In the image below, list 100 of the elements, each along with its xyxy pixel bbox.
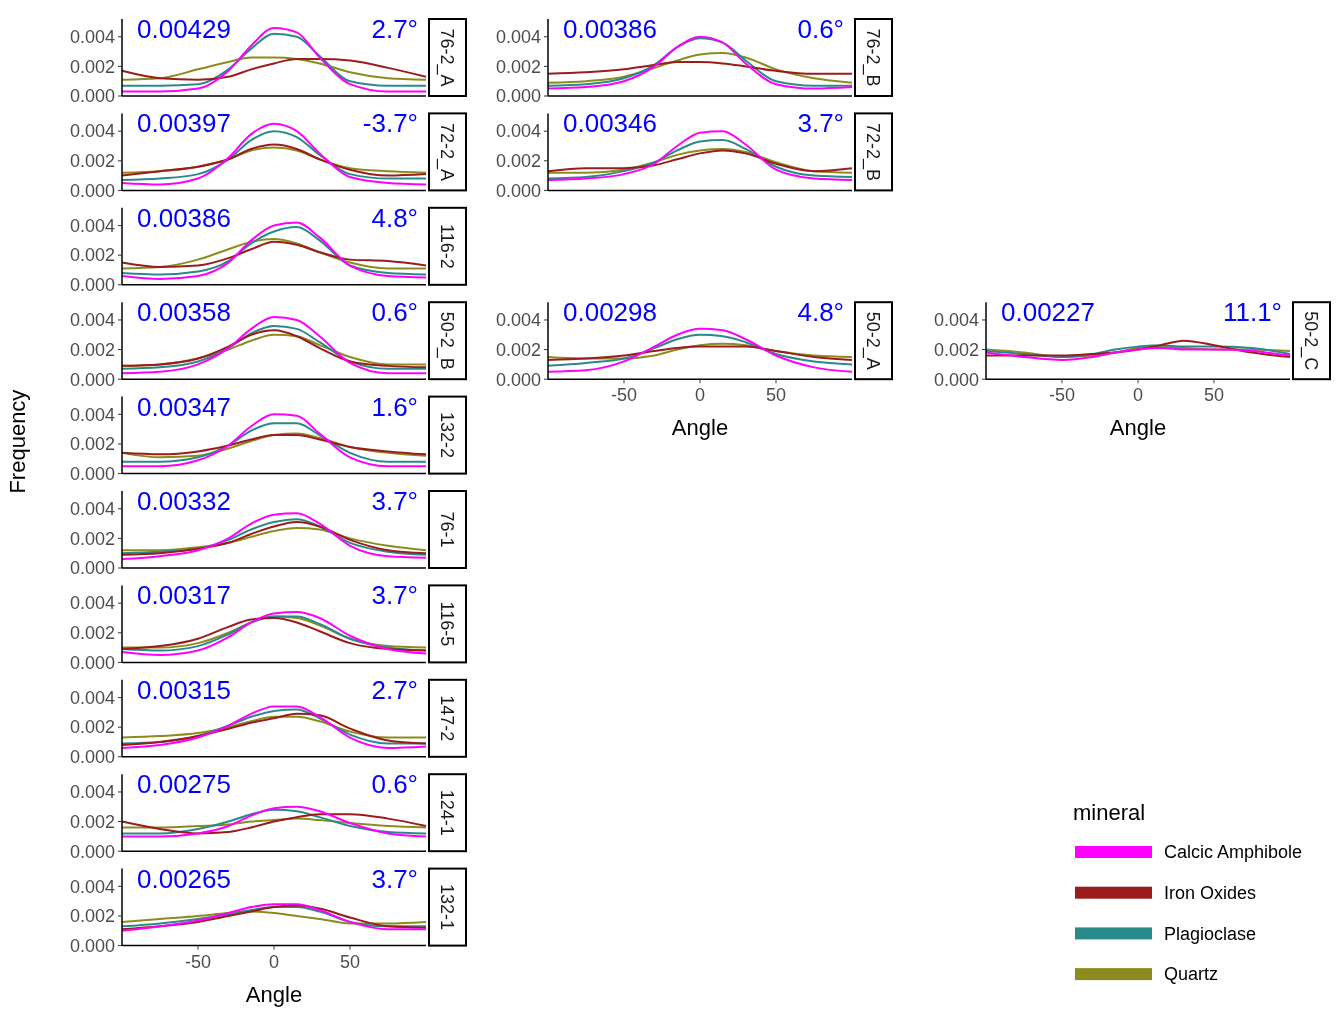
x-tick-label: 50 [765, 385, 787, 406]
line-series [121, 527, 427, 552]
line-series [547, 327, 853, 373]
legend-label: Iron Oxides [1164, 883, 1257, 903]
y-tick-label: 0.002 [69, 434, 115, 455]
annotation: 0.00397 [137, 108, 231, 139]
line-series [121, 715, 427, 739]
annotation: 11.1° [1222, 297, 1282, 328]
y-tick-label: 0.004 [495, 310, 541, 331]
annotation: 0.00386 [563, 14, 657, 44]
annotation: 0.00298 [563, 297, 657, 328]
y-tick-label: 0.000 [933, 369, 979, 390]
annotation: 0.00332 [137, 486, 231, 516]
line-series [121, 817, 427, 829]
x-axis-title: Angle [245, 981, 303, 1007]
y-tick-label: 0.004 [69, 782, 115, 803]
y-tick-label: 0.002 [69, 906, 115, 927]
x-tick-label: -50 [184, 951, 212, 972]
line-series [121, 813, 427, 835]
text: 132-2 [437, 412, 458, 459]
y-tick-label: 0.000 [495, 180, 541, 201]
annotation: 0.00346 [563, 108, 657, 139]
y-tick-label: 0.000 [69, 652, 115, 673]
line-series [547, 60, 853, 75]
annotation: 0.00429 [137, 14, 231, 44]
annotation: 0.00347 [137, 391, 231, 422]
y-tick-label: 0.000 [69, 86, 115, 107]
annotation: 0.6° [371, 297, 418, 328]
line-series [985, 339, 1291, 358]
annotation: 3.7° [797, 108, 844, 139]
x-tick-label: 0 [268, 951, 280, 972]
y-tick-label: 0.002 [69, 56, 115, 77]
annotation: 0.00265 [137, 863, 231, 894]
y-tick-label: 0.004 [495, 121, 541, 142]
annotation: 3.7° [371, 486, 418, 516]
legend-label: Calcic Amphibole [1164, 842, 1303, 863]
text: 76-2_A [436, 28, 458, 87]
annotation: 1.6° [371, 391, 418, 422]
y-tick-label: 0.002 [495, 151, 541, 172]
y-tick-label: 0.002 [69, 717, 115, 738]
x-tick-label: -50 [610, 385, 638, 406]
x-tick-label: 50 [1203, 385, 1225, 406]
y-tick-label: 0.000 [69, 558, 115, 579]
annotation: 0.00317 [137, 580, 231, 611]
y-tick-label: 0.000 [69, 369, 115, 390]
annotation: 2.7° [371, 14, 418, 44]
annotation: 0.6° [797, 14, 844, 44]
y-tick-label: 0.002 [69, 151, 115, 172]
text: 76-1 [437, 511, 458, 548]
y-tick-label: 0.004 [69, 876, 115, 897]
y-tick-label: 0.002 [933, 339, 979, 360]
annotation: 3.7° [371, 863, 418, 894]
y-tick-label: 0.000 [495, 369, 541, 390]
line-series [121, 512, 427, 561]
y-tick-label: 0.000 [69, 747, 115, 768]
annotation: 4.8° [371, 202, 418, 233]
y-tick-label: 0.002 [69, 245, 115, 266]
x-tick-label: 0 [1132, 385, 1144, 406]
annotation: 3.7° [371, 580, 418, 611]
text: 50-2_B [436, 311, 458, 370]
y-tick-label: 0.004 [69, 215, 115, 236]
y-tick-label: 0.004 [495, 27, 541, 48]
x-axis-title: Angle [671, 415, 729, 441]
y-tick-label: 0.002 [495, 339, 541, 360]
line-series [547, 333, 853, 367]
annotation: 0.00275 [137, 769, 231, 800]
y-tick-label: 0.004 [69, 27, 115, 48]
text: 116-2 [437, 223, 458, 269]
x-tick-label: 0 [694, 385, 706, 406]
legend-label: Quartz [1164, 964, 1219, 985]
y-tick-label: 0.002 [69, 811, 115, 832]
y-tick-label: 0.000 [69, 841, 115, 862]
y-tick-label: 0.002 [69, 528, 115, 549]
annotation: 2.7° [371, 674, 418, 705]
annotation: 0.00315 [137, 674, 231, 705]
line-series [547, 130, 853, 182]
y-tick-label: 0.004 [69, 310, 115, 331]
y-tick-label: 0.000 [69, 180, 115, 201]
annotation: 0.00386 [137, 202, 231, 233]
y-tick-label: 0.000 [69, 463, 115, 484]
y-tick-label: 0.004 [69, 687, 115, 708]
y-tick-label: 0.004 [69, 121, 115, 142]
y-tick-label: 0.004 [933, 310, 979, 331]
x-tick-label: -50 [1048, 385, 1076, 406]
y-tick-label: 0.000 [69, 935, 115, 956]
line-series [547, 139, 853, 180]
annotation: 0.6° [371, 769, 418, 800]
annotation: -3.7° [362, 108, 418, 139]
text: 124-1 [437, 789, 458, 836]
legend-title: mineral [1073, 800, 1146, 825]
y-tick-label: 0.004 [69, 593, 115, 614]
text: 72-2_A [436, 122, 458, 181]
annotation: 4.8° [797, 297, 844, 328]
text: 72-2_B [862, 122, 884, 181]
annotation: 0.00227 [1001, 297, 1095, 328]
line-series [121, 422, 427, 463]
annotation: 0.00358 [137, 297, 231, 328]
legend-label: Plagioclase [1164, 923, 1257, 944]
y-axis-title: Frequency [5, 389, 30, 494]
text: 50-2_A [862, 311, 884, 370]
